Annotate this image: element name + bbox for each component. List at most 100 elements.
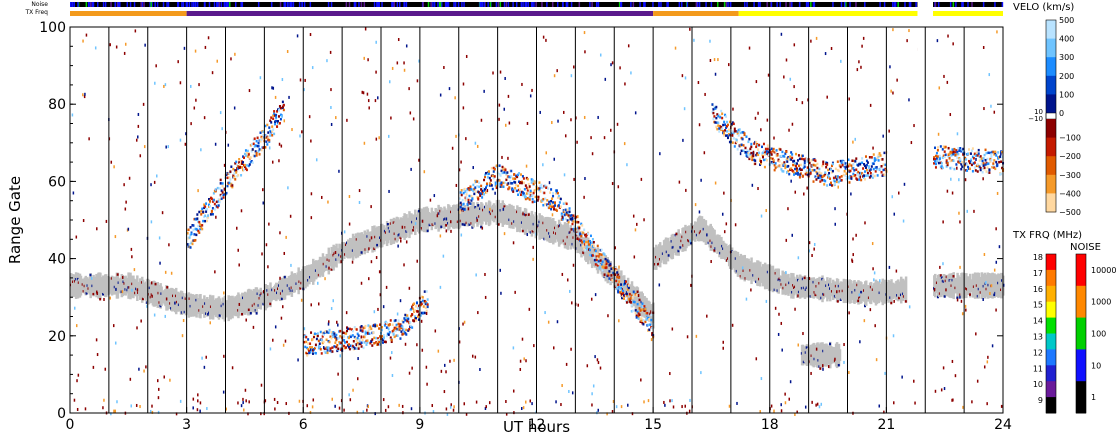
echo-cell bbox=[306, 354, 309, 357]
echo-cell bbox=[521, 337, 524, 341]
echo-cell bbox=[725, 115, 728, 118]
echo-cell bbox=[245, 318, 247, 322]
echo-cell bbox=[859, 163, 862, 166]
echo-cell bbox=[522, 177, 525, 180]
echo-cell bbox=[478, 185, 481, 189]
echo-cell bbox=[275, 119, 278, 123]
echo-cell bbox=[539, 110, 541, 114]
echo-cell bbox=[762, 149, 765, 153]
echo-cell bbox=[488, 176, 491, 180]
echo-cell bbox=[245, 399, 247, 403]
echo-cell bbox=[966, 169, 969, 172]
echo-cell bbox=[279, 231, 281, 235]
echo-cell bbox=[601, 260, 604, 263]
echo-cell bbox=[940, 165, 943, 168]
noise-fleck bbox=[110, 2, 112, 7]
echo-cell bbox=[862, 167, 865, 170]
echo-cell bbox=[357, 334, 360, 337]
echo-cell bbox=[192, 224, 195, 227]
echo-cell bbox=[304, 345, 307, 349]
echo-cell bbox=[445, 217, 448, 221]
echo-cell bbox=[331, 346, 334, 349]
echo-cell bbox=[954, 374, 957, 378]
echo-cell bbox=[201, 224, 204, 227]
noise-colorbar-title: NOISE bbox=[1070, 242, 1101, 253]
echo-cell bbox=[960, 299, 963, 303]
x-tick-label: 6 bbox=[299, 417, 308, 433]
echo-cell bbox=[551, 121, 553, 125]
echo-cell bbox=[365, 343, 368, 346]
echo-cell bbox=[543, 191, 546, 195]
echo-cell bbox=[570, 118, 572, 122]
echo-cell bbox=[640, 177, 643, 181]
echo-cell bbox=[398, 403, 400, 407]
echo-cell bbox=[374, 323, 377, 327]
echo-cell bbox=[983, 365, 986, 369]
echo-cell bbox=[154, 81, 156, 85]
echo-cell bbox=[416, 315, 419, 318]
echo-cell bbox=[968, 159, 971, 163]
echo-cell bbox=[339, 329, 342, 333]
echo-cell bbox=[271, 130, 274, 133]
echo-cell bbox=[538, 181, 541, 184]
echo-cell bbox=[273, 110, 276, 113]
echo-cell bbox=[570, 228, 573, 231]
echo-cell bbox=[524, 197, 527, 201]
echo-cell bbox=[474, 186, 477, 189]
echo-cell bbox=[260, 135, 263, 139]
echo-cell bbox=[748, 157, 751, 161]
echo-cell bbox=[483, 89, 485, 93]
echo-cell bbox=[573, 225, 576, 228]
echo-cell bbox=[934, 166, 937, 169]
echo-cell bbox=[626, 288, 629, 291]
echo-cell bbox=[531, 230, 534, 233]
echo-cell bbox=[757, 187, 759, 191]
echo-cell bbox=[959, 265, 961, 269]
txfreq-tick-label: 9 bbox=[1038, 396, 1043, 405]
echo-cell bbox=[488, 401, 491, 405]
noise-fleck bbox=[520, 2, 523, 7]
echo-cell bbox=[797, 164, 800, 167]
echo-cell bbox=[316, 334, 319, 338]
echo-cell bbox=[693, 38, 695, 42]
echo-cell bbox=[96, 227, 98, 231]
echo-cell bbox=[112, 324, 115, 328]
echo-cell bbox=[250, 149, 253, 153]
echo-cell bbox=[513, 173, 516, 176]
echo-cell bbox=[889, 65, 891, 69]
echo-cell bbox=[820, 177, 823, 181]
echo-cell bbox=[868, 156, 871, 159]
echo-cell bbox=[946, 189, 949, 193]
echo-cell bbox=[977, 148, 980, 152]
noise-fleck bbox=[177, 2, 180, 7]
y-tick-label: 80 bbox=[48, 97, 66, 113]
echo-cell bbox=[875, 358, 878, 362]
echo-cell bbox=[956, 296, 959, 300]
echo-cell bbox=[935, 151, 938, 155]
echo-cell bbox=[951, 191, 954, 195]
echo-cell bbox=[399, 337, 402, 340]
echo-cell bbox=[560, 403, 562, 407]
noise-fleck bbox=[208, 2, 211, 7]
noise-fleck bbox=[378, 2, 380, 7]
echo-cell bbox=[822, 160, 825, 164]
echo-cell bbox=[271, 125, 274, 128]
echo-cell bbox=[529, 94, 532, 98]
echo-cell bbox=[381, 326, 383, 329]
noise-fleck bbox=[527, 2, 530, 7]
echo-cell bbox=[718, 127, 721, 130]
echo-cell bbox=[364, 27, 367, 31]
echo-cell bbox=[248, 89, 251, 93]
noise-fleck bbox=[213, 2, 216, 7]
echo-cell bbox=[741, 266, 744, 270]
echo-cell bbox=[857, 170, 860, 174]
echo-cell bbox=[618, 286, 621, 289]
echo-cell bbox=[241, 312, 244, 316]
echo-cell bbox=[617, 289, 620, 293]
echo-cell bbox=[461, 207, 464, 211]
echo-cell bbox=[688, 409, 691, 413]
echo-cell bbox=[343, 335, 346, 338]
echo-cell bbox=[953, 167, 956, 171]
echo-cell bbox=[484, 175, 487, 179]
echo-cell bbox=[204, 45, 207, 49]
